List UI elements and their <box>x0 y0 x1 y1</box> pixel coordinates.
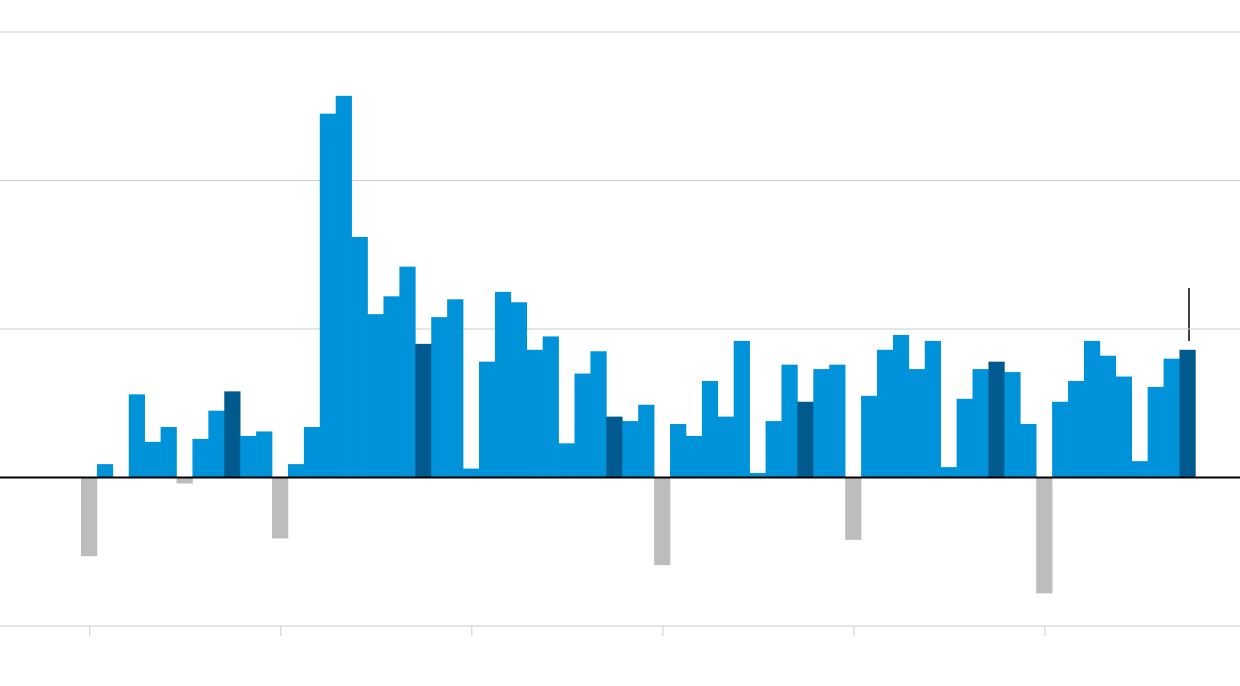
bar <box>240 435 257 478</box>
bar <box>303 427 321 478</box>
bar <box>526 349 543 478</box>
bar <box>319 113 337 478</box>
bar <box>972 369 989 478</box>
bar <box>1179 349 1196 478</box>
bar <box>144 441 161 478</box>
bar <box>988 361 1005 478</box>
bar <box>192 438 209 478</box>
bar <box>765 421 782 478</box>
bar <box>654 477 671 566</box>
bar <box>383 296 400 478</box>
bar <box>1004 372 1021 478</box>
bar <box>431 317 448 478</box>
bar <box>861 395 878 478</box>
bar <box>96 464 114 478</box>
bar <box>749 473 766 478</box>
bar <box>1115 376 1133 478</box>
bar <box>256 431 273 478</box>
bar <box>1083 340 1101 478</box>
bar <box>399 266 416 478</box>
bar <box>638 404 655 478</box>
bar <box>924 340 941 478</box>
bar <box>1147 386 1164 478</box>
bar <box>1020 424 1037 478</box>
bar <box>701 380 719 478</box>
bar <box>1163 358 1180 478</box>
bar <box>590 351 607 478</box>
bar <box>908 369 926 478</box>
bar <box>287 464 305 478</box>
bar <box>558 443 575 478</box>
bar <box>494 291 512 478</box>
bar <box>542 336 559 478</box>
bar <box>829 364 846 478</box>
bar <box>1099 355 1117 478</box>
bar <box>160 427 177 478</box>
bar <box>463 468 480 478</box>
bar <box>1052 401 1069 478</box>
bar <box>351 236 368 478</box>
bar <box>877 349 894 478</box>
bar <box>574 373 591 478</box>
bar <box>956 398 973 478</box>
bar <box>717 416 735 478</box>
bar <box>367 314 384 478</box>
bar <box>447 299 464 478</box>
bar <box>335 95 352 478</box>
bar <box>733 340 750 478</box>
bar <box>1036 477 1053 594</box>
bar <box>685 435 703 478</box>
bar <box>208 410 225 478</box>
bar <box>622 421 639 478</box>
bar <box>797 401 814 478</box>
bar <box>1131 461 1148 478</box>
bar <box>845 477 862 540</box>
bar <box>272 477 289 539</box>
bar <box>176 477 193 484</box>
bar <box>670 424 687 478</box>
bar <box>781 364 798 478</box>
bar <box>479 361 496 478</box>
bar <box>224 391 241 478</box>
bar <box>813 369 830 478</box>
bar <box>940 467 957 478</box>
bar <box>1068 380 1085 478</box>
bar <box>510 302 528 478</box>
bar <box>128 394 145 478</box>
bar <box>606 416 623 478</box>
bar <box>415 343 432 478</box>
bar <box>892 334 910 478</box>
bar <box>81 477 98 557</box>
